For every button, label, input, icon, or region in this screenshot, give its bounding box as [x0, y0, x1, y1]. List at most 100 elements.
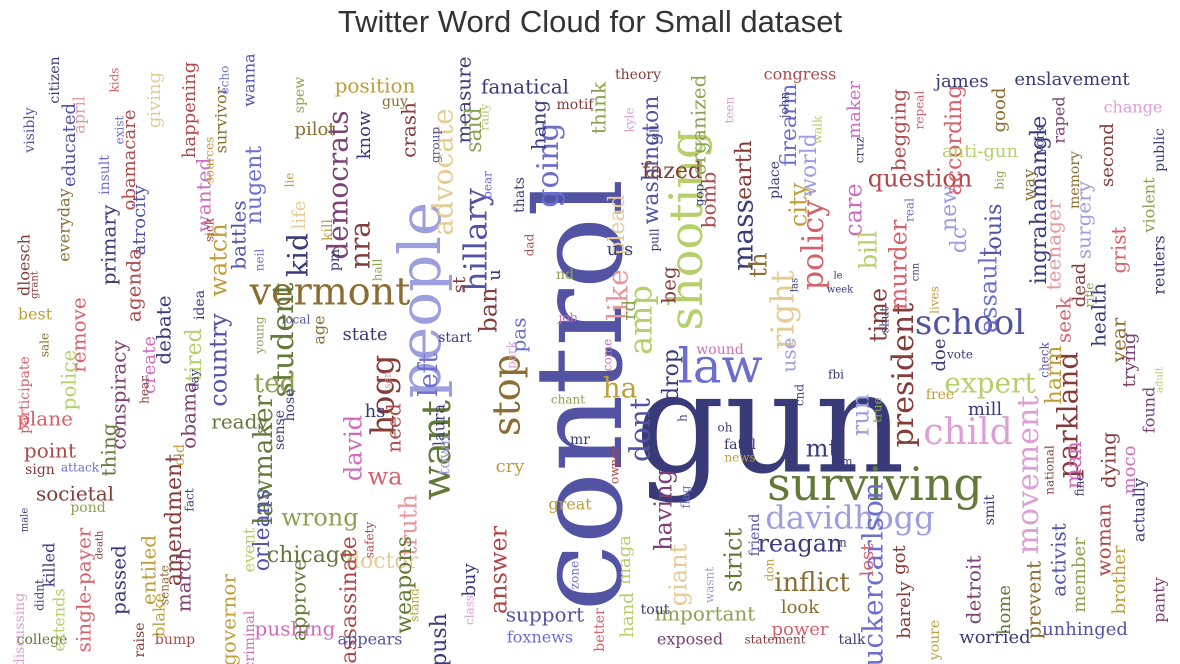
- word-kid: kid: [282, 233, 315, 277]
- word-james: james: [933, 71, 988, 92]
- word-sense: sense: [272, 410, 288, 450]
- word-amendment: amendment: [162, 454, 187, 586]
- word-reuters: reuters: [1150, 235, 1169, 294]
- word-year: year: [1107, 317, 1131, 363]
- word-dont: dont: [624, 397, 657, 462]
- word-life: life: [289, 201, 310, 230]
- word-zone: zone: [568, 561, 582, 589]
- word-event: event: [240, 527, 259, 572]
- word-place: place: [767, 161, 783, 199]
- word-got: got: [889, 544, 910, 574]
- word-n: n: [839, 536, 847, 550]
- word-best: best: [18, 305, 53, 324]
- word-barely: barely: [894, 580, 915, 638]
- word-world: world: [797, 133, 822, 197]
- word-raise: raise: [132, 623, 148, 658]
- word-left: left: [414, 353, 444, 397]
- word-expert: expert: [944, 367, 1036, 400]
- word-class: class: [463, 595, 477, 625]
- word-organized: organized: [687, 74, 711, 175]
- word-weapons: weapons: [392, 536, 417, 634]
- word-mass: mass: [727, 199, 760, 271]
- word-guy: guy: [382, 94, 408, 110]
- word-power: power: [771, 619, 828, 640]
- word-talk: talk: [839, 632, 866, 648]
- word-create: create: [139, 336, 160, 394]
- word-nra: nra: [344, 221, 377, 269]
- word-ready: ready: [211, 410, 269, 434]
- word-hogg: hogg: [364, 355, 402, 436]
- word-smit: smit: [982, 494, 998, 525]
- word-april: april: [70, 96, 89, 134]
- word-public: public: [1152, 128, 1168, 172]
- word-echo: echo: [218, 66, 232, 95]
- word-week: week: [827, 285, 854, 296]
- word-seek: seek: [1052, 296, 1076, 343]
- word-wound: wound: [696, 342, 743, 358]
- word-owner: owner: [608, 446, 622, 484]
- word-policy: policy: [796, 200, 831, 290]
- word-congress: congress: [764, 65, 837, 84]
- word-harm: harm: [1042, 346, 1067, 405]
- word-care: care: [840, 183, 868, 236]
- word-criminal: criminal: [242, 610, 258, 664]
- word-safety: safety: [363, 522, 377, 559]
- word-york: york: [1033, 126, 1047, 155]
- word-having: having: [650, 469, 678, 551]
- word-enslavement: enslavement: [1014, 69, 1130, 90]
- word-hang: hang: [527, 100, 551, 151]
- word-dad: dad: [523, 233, 537, 256]
- word-democrats: democrats: [322, 110, 355, 259]
- word-agenda: agenda: [122, 248, 146, 322]
- word-push: push: [427, 613, 452, 664]
- word-panty: panty: [1150, 577, 1169, 623]
- word-moco: moco: [1119, 446, 1140, 495]
- word-want: want: [414, 400, 460, 500]
- word-unhinged: unhinged: [1042, 619, 1128, 640]
- word-lost: lost: [857, 543, 878, 577]
- word-age: age: [310, 315, 329, 344]
- word-thing: thing: [97, 423, 121, 476]
- word-home: home: [994, 585, 1015, 635]
- word-oh: oh: [718, 421, 733, 435]
- word-killed: killed: [40, 543, 59, 588]
- word-fact: fact: [183, 488, 197, 511]
- word-primary: primary: [97, 204, 121, 285]
- word-hillary: hillary: [457, 188, 495, 292]
- word-time: time: [865, 288, 893, 342]
- word-real: real: [903, 198, 917, 222]
- word-pilot: pilot: [294, 119, 336, 140]
- word-town: town: [435, 435, 454, 475]
- word-orleans: orleans: [250, 489, 275, 571]
- word-measure: measure: [452, 56, 476, 143]
- word-john: john: [778, 92, 792, 121]
- word-tell: tell: [648, 125, 662, 145]
- word-mt: mt: [806, 435, 839, 463]
- word-shut: shut: [878, 307, 892, 334]
- word-giant: giant: [665, 543, 693, 606]
- word-discussing: discussing: [12, 593, 28, 664]
- word-gop: gop: [693, 183, 707, 206]
- word-think: think: [587, 81, 611, 134]
- word-child: child: [923, 412, 1012, 453]
- word-sen: sen: [383, 371, 394, 389]
- word-entiled: entiled: [137, 535, 161, 605]
- word-health: health: [1087, 283, 1111, 347]
- word-blake: blake: [150, 593, 169, 637]
- word-grant: grant: [30, 271, 41, 299]
- word-maga: maga: [614, 535, 635, 585]
- word-idea: idea: [192, 290, 208, 320]
- word-answer: answer: [485, 525, 513, 614]
- word-park: park: [505, 340, 519, 369]
- word-stand: stand: [408, 588, 422, 622]
- word-people: people: [386, 202, 454, 398]
- word-flag: flag: [679, 485, 693, 508]
- word-survivor: survivor: [212, 86, 231, 153]
- word-bomb: bomb: [697, 172, 721, 229]
- word-sale: sale: [38, 333, 52, 357]
- word-day: day: [188, 369, 202, 391]
- word-u: u: [484, 269, 505, 281]
- word-surgery: surgery: [1072, 180, 1096, 259]
- word-stop: stop: [485, 354, 529, 436]
